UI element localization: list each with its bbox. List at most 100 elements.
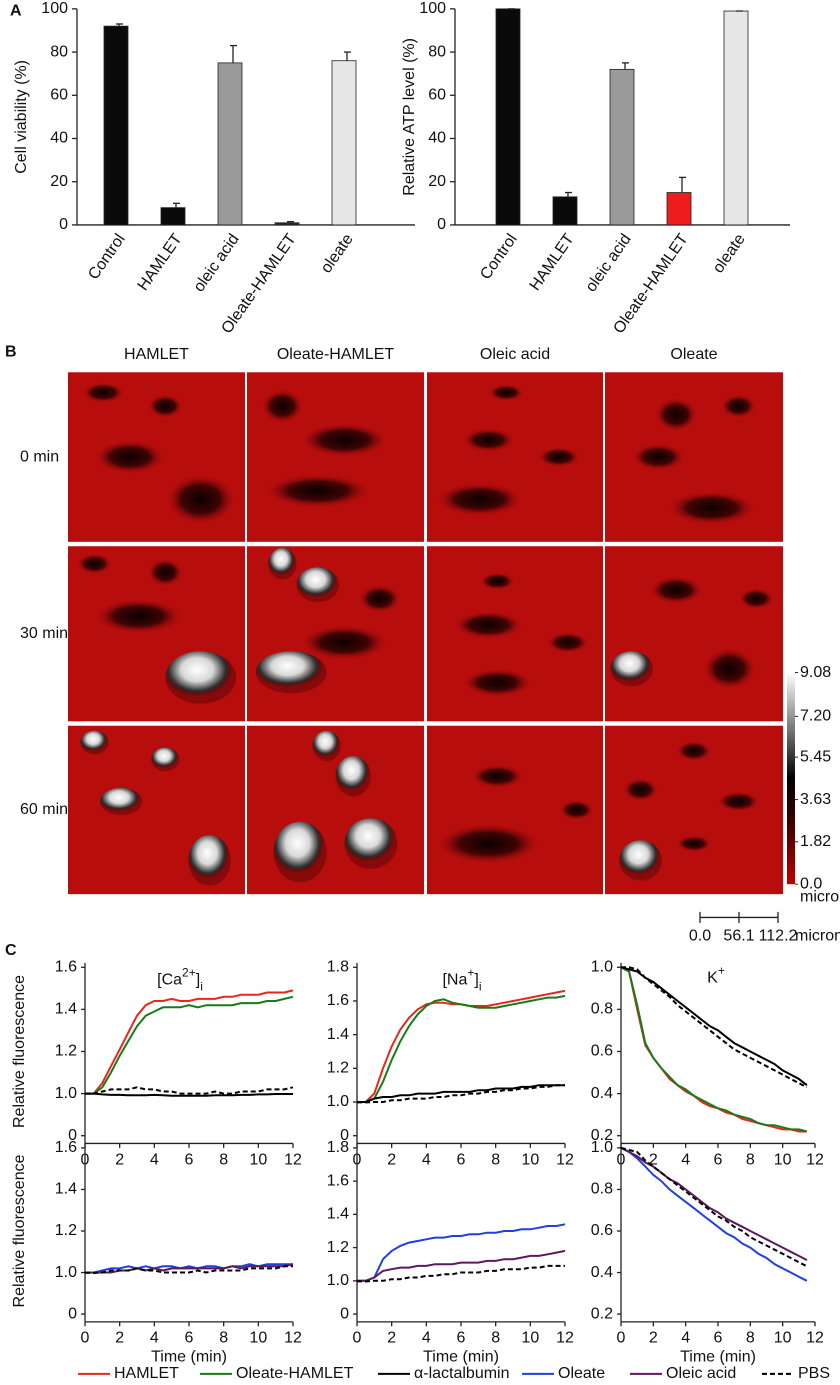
- title-part: +: [718, 964, 725, 978]
- scale-tick-label: 56.1: [723, 927, 754, 944]
- x-tick-label: 10: [249, 1151, 267, 1168]
- x-tick-label: Control: [477, 231, 521, 283]
- x-tick-label: 12: [806, 1330, 824, 1347]
- x-tick-label: 12: [284, 1151, 302, 1168]
- cell-dome: [273, 821, 327, 883]
- x-axis-label: Time (min): [423, 1349, 499, 1366]
- y-tick-label: 1.4: [327, 1026, 349, 1043]
- y-axis-label: Relative fluorescence: [11, 1154, 28, 1307]
- x-tick-label: 4: [681, 1330, 690, 1347]
- colorbar-tick-label: 5.45: [800, 748, 831, 765]
- colorbar: [787, 672, 795, 885]
- cell-shadow: [435, 482, 524, 517]
- column-header: HAMLET: [124, 346, 189, 363]
- cell-shadow: [358, 584, 401, 613]
- y-tick-label: 100: [41, 0, 68, 17]
- chart-title: K+: [707, 964, 725, 987]
- cell-shadow: [654, 397, 698, 432]
- x-tick-label: 4: [150, 1330, 159, 1347]
- x-tick-label: oleate: [710, 231, 749, 277]
- bar: [609, 68, 635, 226]
- y-tick-label: 0: [59, 216, 68, 233]
- x-tick-label: 8: [746, 1151, 755, 1168]
- legend-label: PBS: [798, 1365, 830, 1382]
- colorbar-unit: microns: [800, 889, 840, 906]
- cell-dome: [165, 651, 237, 704]
- series-line: [356, 1264, 565, 1283]
- panel-label: A: [10, 2, 22, 19]
- cell-shadow: [622, 777, 659, 802]
- chart-title: [Ca2+]i: [157, 966, 203, 994]
- row-label: 30 min: [20, 625, 68, 642]
- y-axis-label: Relative fluorescence: [11, 975, 28, 1128]
- y-tick-label: 0: [68, 1305, 77, 1322]
- cell-shadow: [649, 576, 703, 605]
- y-tick-label: 0: [340, 1127, 349, 1144]
- title-part: ]: [474, 972, 478, 989]
- y-tick-label: 1.2: [327, 1060, 349, 1077]
- y-tick-label: 20: [428, 173, 446, 190]
- cell-shadow: [676, 740, 712, 762]
- x-tick-label: 2: [649, 1151, 658, 1168]
- x-tick-label: 10: [774, 1330, 792, 1347]
- title-part: [Na: [442, 972, 467, 989]
- series-line: [620, 966, 808, 1133]
- title-part: K: [707, 970, 718, 987]
- x-tick-label: 6: [714, 1330, 723, 1347]
- x-tick-label: 4: [681, 1151, 690, 1168]
- y-axis-label: Relative ATP level (%): [401, 38, 418, 196]
- y-tick-label: 0.4: [591, 1264, 613, 1281]
- cell-dome: [80, 730, 109, 755]
- x-tick-label: 10: [521, 1330, 539, 1347]
- x-tick-label: 2: [387, 1151, 396, 1168]
- y-tick-label: 40: [50, 130, 68, 147]
- cell-dome: [610, 651, 654, 687]
- legend-label: Oleic acid: [666, 1365, 736, 1382]
- cell-shadow: [720, 394, 757, 419]
- cell-shadow: [300, 423, 389, 458]
- x-tick-label: Control: [85, 231, 129, 283]
- cell-shadow: [537, 446, 581, 468]
- y-tick-label: 0: [340, 1305, 349, 1322]
- cell-shadow: [94, 440, 166, 475]
- cell-shadow: [479, 572, 515, 591]
- series-line: [357, 1223, 566, 1282]
- legend-label: Oleate-HAMLET: [236, 1365, 354, 1382]
- cell-shadow: [76, 553, 113, 575]
- y-tick-label: 1.6: [55, 1139, 77, 1156]
- x-tick-label: 2: [115, 1151, 124, 1168]
- y-axis-label: Cell viability (%): [13, 60, 30, 174]
- series-line: [85, 989, 294, 1095]
- cell-shadow: [264, 474, 371, 508]
- y-tick-label: 0.8: [591, 1181, 613, 1198]
- x-tick-label: 10: [521, 1151, 539, 1168]
- y-tick-label: 1.0: [327, 1093, 349, 1110]
- series-line: [357, 994, 566, 1103]
- y-tick-label: 1.4: [55, 1181, 77, 1198]
- cell-shadow: [300, 625, 389, 661]
- y-tick-label: 1.0: [327, 1272, 349, 1289]
- legend-label: HAMLET: [114, 1365, 179, 1382]
- title-part: ]: [196, 972, 200, 989]
- y-tick-label: 100: [419, 0, 446, 17]
- x-tick-label: 8: [746, 1330, 755, 1347]
- x-tick-label: 2: [115, 1330, 124, 1347]
- x-tick-label: 6: [185, 1330, 194, 1347]
- y-tick-label: 0.2: [591, 1305, 613, 1322]
- scale-unit: microns: [795, 927, 840, 944]
- series-line: [620, 1147, 808, 1261]
- title-part: i: [479, 980, 482, 994]
- y-tick-label: 60: [428, 87, 446, 104]
- x-tick-label: 8: [219, 1330, 228, 1347]
- series-line: [85, 1086, 294, 1095]
- cell-shadow: [631, 443, 686, 471]
- y-tick-label: 0: [68, 1127, 77, 1144]
- bar: [666, 192, 692, 226]
- y-tick-label: 40: [428, 130, 446, 147]
- cell-dome: [619, 840, 662, 881]
- cell-shadow: [82, 382, 125, 403]
- cell-shadow: [559, 799, 595, 821]
- cell-shadow: [147, 394, 184, 419]
- x-tick-label: 12: [806, 1151, 824, 1168]
